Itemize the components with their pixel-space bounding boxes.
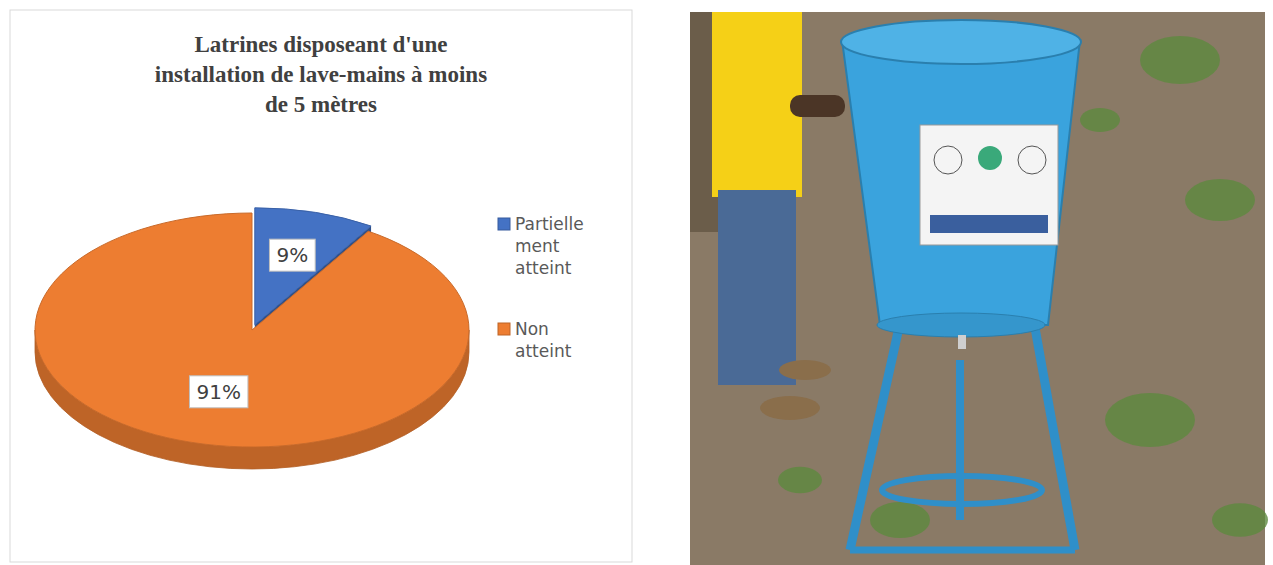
grass — [1185, 179, 1255, 221]
sticker-band — [930, 215, 1048, 233]
tap — [958, 335, 966, 349]
grass — [870, 502, 930, 538]
legend: Partiellementatteint Nonatteint — [498, 214, 584, 361]
sticker-logo — [978, 146, 1002, 170]
bucket-bottom — [877, 313, 1045, 337]
sticker-logo — [1018, 146, 1046, 174]
slice — [35, 213, 469, 447]
title-group: Latrines disposeant d'uneinstallation de… — [155, 32, 487, 117]
photo-ground — [690, 12, 1265, 565]
stand-leg — [956, 360, 964, 520]
stand-base — [850, 547, 1075, 554]
data-label-box — [269, 239, 315, 271]
person-jeans — [718, 190, 796, 385]
person-shoe — [760, 396, 820, 420]
legend-label: Partiellementatteint — [515, 214, 584, 278]
chart-frame — [10, 10, 632, 562]
pie — [35, 208, 469, 469]
legend-swatch — [498, 323, 510, 335]
grass — [1212, 503, 1268, 537]
data-label-group: 9% — [269, 239, 315, 271]
grass — [1080, 108, 1120, 132]
data-label-group: 91% — [189, 376, 247, 408]
grass — [1140, 36, 1220, 84]
bucket — [842, 40, 1080, 325]
stand-ring — [882, 476, 1042, 504]
grass — [778, 467, 822, 493]
photo — [690, 12, 1268, 565]
data-label-box — [189, 376, 247, 408]
person-shirt — [712, 12, 802, 197]
sticker — [920, 125, 1058, 245]
legend-label: Nonatteint — [515, 319, 572, 361]
legend-swatch — [498, 218, 510, 230]
person-shoe — [779, 360, 831, 380]
stand-leg — [850, 300, 905, 550]
stand-leg — [1030, 300, 1075, 550]
person-hand — [790, 95, 845, 117]
chart-title: Latrines disposeant d'uneinstallation de… — [155, 32, 487, 117]
bucket-lid — [841, 20, 1081, 64]
data-label: 9% — [276, 243, 308, 267]
grass — [1105, 393, 1195, 447]
sticker-logo — [934, 146, 962, 174]
data-label: 91% — [196, 380, 240, 404]
page: Latrines disposeant d'uneinstallation de… — [0, 0, 1273, 565]
